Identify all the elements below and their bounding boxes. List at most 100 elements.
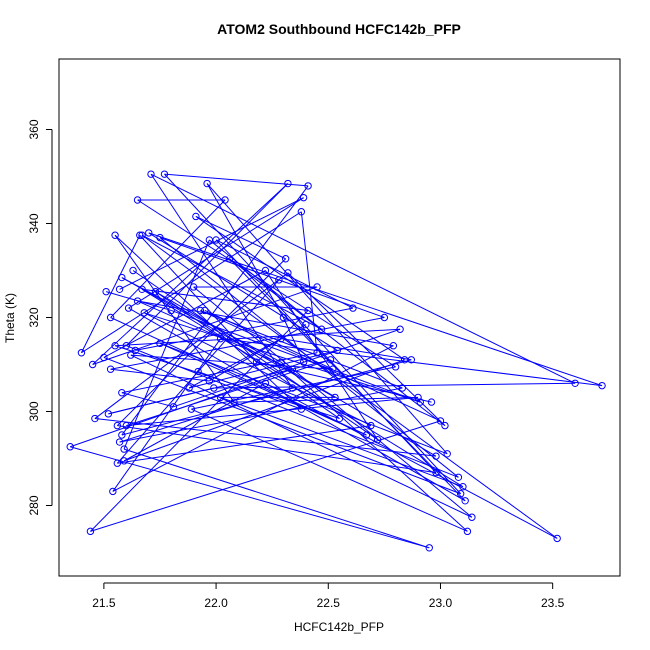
data-point [187,405,196,413]
data-point [432,468,440,477]
data-point [380,313,389,322]
data-point [127,351,135,359]
data-point [115,438,124,446]
series-segment [119,197,304,290]
data-point [414,393,422,402]
series-segment [141,234,558,539]
series-segment [123,239,210,450]
series-segment [159,237,385,318]
chart-title: ATOM2 Southbound HCFC142b_PFP [217,21,461,37]
data-point [205,377,214,385]
data-point [349,304,357,312]
series-segment [103,270,266,358]
data-point [416,398,424,406]
data-point [553,534,561,543]
x-tick-label: 23.5 [541,596,565,610]
data-point [210,384,218,392]
data-point [454,473,463,481]
series-segment [206,183,448,455]
data-point [129,266,137,275]
series-segment [144,312,421,403]
series-segment [90,420,441,532]
x-tick-label: 23.0 [429,596,453,610]
data-point [133,297,142,305]
data-point [221,196,229,204]
data-point [138,285,146,293]
data-point [304,306,312,315]
series-segment [125,183,289,347]
data-point [118,273,126,282]
series-points [66,170,606,552]
data-point [463,527,472,536]
data-point [571,379,579,387]
data-point [124,304,133,312]
data-point [275,276,283,284]
series-segment [229,258,466,502]
data-point [277,358,285,366]
data-point [407,356,416,364]
data-point [113,459,122,467]
series-segment [126,359,331,427]
data-point [86,527,95,536]
data-point [297,405,306,413]
series-segment [188,338,282,389]
series-segment [110,317,367,436]
series-segment [206,183,284,318]
y-tick-label: 360 [27,119,41,139]
data-point [230,398,238,406]
data-point [113,421,122,430]
data-point [329,365,337,373]
series-segment [81,211,302,354]
series-segment [159,342,367,436]
series-segment [220,396,464,488]
data-point [331,393,339,402]
series-segment [119,387,403,443]
series-segment [191,408,468,532]
data-point [109,487,117,496]
series-segment [209,324,307,382]
data-point [122,342,131,350]
data-point [468,513,476,521]
series-segment [148,232,603,387]
data-point [167,306,175,315]
series-segment [191,366,396,410]
data-point [102,287,110,296]
series-segment [110,317,385,370]
data-point [106,313,115,322]
data-point [189,283,198,291]
data-point [185,384,193,392]
data-point [104,410,113,418]
data-point [335,414,344,423]
data-point [362,431,371,439]
x-axis: 21.5 22.0 22.5 23.0 23.5 [92,582,565,610]
data-point [302,320,310,329]
series-segment [123,382,266,462]
data-point [111,231,119,239]
series-segment [209,239,322,330]
data-point [461,497,469,505]
plot-frame [58,58,621,577]
data-point [100,353,108,362]
series-segment [150,173,293,389]
series-segment [110,368,210,382]
data-point [367,421,375,430]
series-segment [123,448,430,549]
y-axis-label: Theta (K) [3,293,17,343]
data-point [297,208,306,216]
data-point [118,389,126,397]
x-tick-label: 21.5 [92,596,116,610]
data-point [131,346,139,355]
data-point [91,414,99,423]
data-point [111,342,119,350]
data-point [136,231,144,239]
data-point [122,421,131,430]
series-segment [234,396,419,403]
series-segment [121,185,309,436]
series-segment [281,338,412,361]
data-point [115,285,124,293]
series-segment [265,382,558,539]
x-tick-label: 22.0 [204,596,228,610]
data-point [261,266,270,275]
series-segment [220,338,603,387]
